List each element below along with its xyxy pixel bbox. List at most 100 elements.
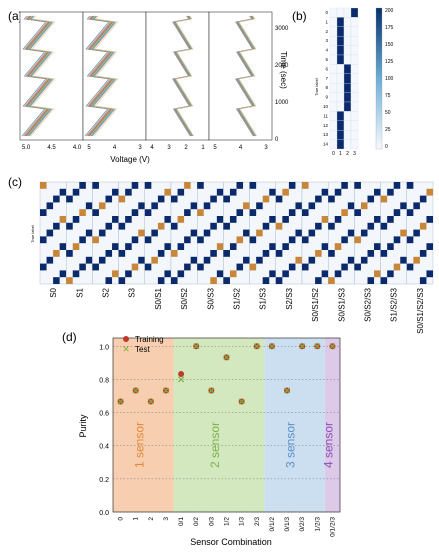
matrix-hit-cell bbox=[256, 229, 263, 237]
matrix-hit-cell bbox=[288, 263, 296, 271]
matrix-hit-cell bbox=[243, 256, 250, 264]
matrix-hit-cell bbox=[223, 195, 230, 203]
matrix-hit-cell bbox=[341, 182, 348, 189]
matrix-hit-cell bbox=[328, 222, 335, 230]
matrix-hit-cell bbox=[374, 243, 381, 250]
matrix-hit-cell bbox=[315, 250, 322, 257]
voltage-curve bbox=[89, 15, 115, 137]
test-point-stroke bbox=[117, 398, 124, 405]
matrix-hit-cell bbox=[72, 216, 80, 223]
matrix-hit-cell bbox=[197, 182, 204, 189]
test-point-stroke bbox=[299, 343, 306, 350]
matrix-cell bbox=[336, 26, 345, 37]
matrix-hit-cell bbox=[262, 195, 270, 203]
matrix-cell bbox=[329, 101, 338, 112]
matrix-cell bbox=[329, 111, 338, 121]
test-point bbox=[132, 387, 139, 394]
matrix-hit-cell bbox=[308, 202, 316, 210]
time-tick-label: 1000 bbox=[275, 100, 289, 106]
combo-label: S0/S1/S2/S3 bbox=[416, 287, 425, 333]
matrix-cell bbox=[350, 120, 359, 131]
test-point bbox=[329, 343, 336, 350]
matrix-hit-cell bbox=[360, 202, 368, 210]
matrix-cell bbox=[329, 92, 338, 103]
matrix-hit-cell bbox=[249, 236, 257, 244]
matrix-hit-cell bbox=[315, 195, 322, 203]
voltage-tick-label: 4 bbox=[113, 145, 117, 151]
x-tick-label: 1/3 bbox=[239, 517, 246, 526]
matrix-hit-cell bbox=[334, 188, 342, 196]
matrix-hit-cell bbox=[354, 263, 361, 271]
matrix-hit-cell bbox=[413, 229, 420, 237]
voltage-tick-label: 4 bbox=[150, 145, 154, 151]
matrix-hit-cell bbox=[85, 229, 93, 237]
matrix-hit-cell bbox=[413, 202, 420, 210]
matrix-cell bbox=[329, 73, 338, 84]
matrix-hit-cell bbox=[315, 222, 322, 230]
matrix-hit-cell bbox=[256, 202, 263, 210]
matrix-hit-cell bbox=[190, 256, 198, 264]
matrix-hit-cell bbox=[321, 270, 329, 278]
voltage-tick-label: 1 bbox=[201, 145, 205, 151]
matrix-row-label: 4 bbox=[325, 48, 328, 53]
matrix-hit-cell bbox=[164, 216, 171, 223]
matrix-hit-cell bbox=[302, 236, 309, 244]
matrix-hit-cell bbox=[53, 250, 60, 257]
matrix-cell bbox=[350, 54, 359, 65]
test-point bbox=[284, 387, 291, 394]
matrix-hit-cell bbox=[334, 243, 342, 250]
matrix-hit-cell bbox=[92, 209, 99, 216]
matrix-hit-cell bbox=[177, 216, 185, 223]
matrix-hit-cell bbox=[53, 222, 60, 230]
matrix-row-label: 1 bbox=[325, 19, 328, 24]
matrix-hit-cell bbox=[341, 263, 348, 271]
matrix-col-label: 2 bbox=[346, 151, 349, 157]
voltage-curve bbox=[23, 15, 48, 137]
matrix-hit-cell bbox=[360, 229, 368, 237]
colorbar-tick-label: 0 bbox=[385, 144, 388, 150]
matrix-hit-cell bbox=[282, 243, 289, 250]
voltage-tick-label: 3 bbox=[138, 145, 142, 151]
x-tick-label: 0/2/3 bbox=[299, 517, 306, 532]
matrix-hit-cell bbox=[85, 256, 93, 264]
colorbar-tick-label: 50 bbox=[385, 110, 391, 116]
matrix-cell bbox=[329, 17, 338, 27]
matrix-hit-cell bbox=[229, 188, 237, 196]
matrix-cell bbox=[343, 54, 352, 65]
matrix-cell bbox=[336, 92, 345, 103]
matrix-hit-cell bbox=[98, 202, 106, 210]
matrix-hit-cell bbox=[308, 256, 316, 264]
matrix-cell bbox=[343, 83, 352, 93]
matrix-hit-cell bbox=[125, 216, 132, 223]
matrix-hit-cell bbox=[308, 229, 316, 237]
matrix-hit-cell bbox=[53, 277, 60, 284]
matrix-hit-cell bbox=[229, 216, 237, 223]
matrix-hit-cell bbox=[374, 188, 381, 196]
matrix-cell bbox=[350, 101, 359, 112]
matrix-row-label: 14 bbox=[323, 142, 329, 147]
matrix-cell bbox=[329, 139, 338, 150]
matrix-hit-cell bbox=[269, 243, 276, 250]
matrix-cell bbox=[336, 73, 345, 84]
test-point-stroke bbox=[147, 398, 154, 405]
panel-b-ylabel: True label bbox=[314, 78, 319, 96]
matrix-cell bbox=[343, 64, 352, 74]
matrix-cell bbox=[336, 111, 345, 121]
matrix-cell bbox=[343, 92, 352, 103]
matrix-hit-cell bbox=[40, 182, 47, 189]
matrix-cell bbox=[343, 36, 352, 46]
combo-label: S0/S2 bbox=[180, 287, 189, 309]
matrix-col-label: 3 bbox=[353, 151, 356, 157]
matrix-hit-cell bbox=[387, 243, 394, 250]
matrix-hit-cell bbox=[426, 243, 433, 250]
matrix-hit-cell bbox=[125, 188, 132, 196]
matrix-hit-cell bbox=[98, 229, 106, 237]
matrix-hit-cell bbox=[203, 229, 211, 237]
matrix-hit-cell bbox=[157, 277, 165, 284]
test-point-stroke bbox=[268, 343, 275, 350]
matrix-hit-cell bbox=[380, 250, 388, 257]
matrix-hit-cell bbox=[262, 277, 270, 284]
matrix-hit-cell bbox=[413, 256, 420, 264]
matrix-row-label: 10 bbox=[323, 104, 329, 109]
